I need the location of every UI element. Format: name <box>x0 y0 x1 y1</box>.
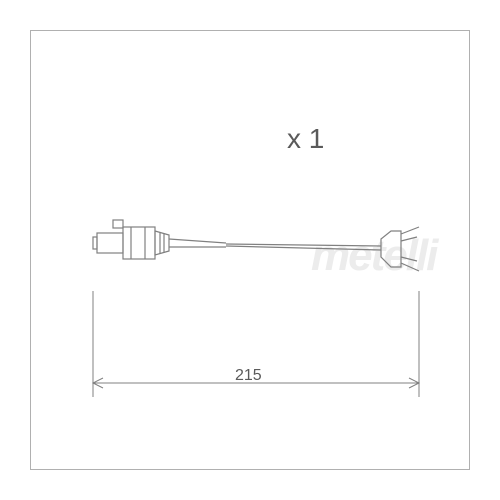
technical-drawing <box>31 31 471 471</box>
dimension-value: 215 <box>235 367 262 385</box>
drawing-frame: metelli x 1 <box>30 30 470 470</box>
part-outline <box>93 220 419 271</box>
